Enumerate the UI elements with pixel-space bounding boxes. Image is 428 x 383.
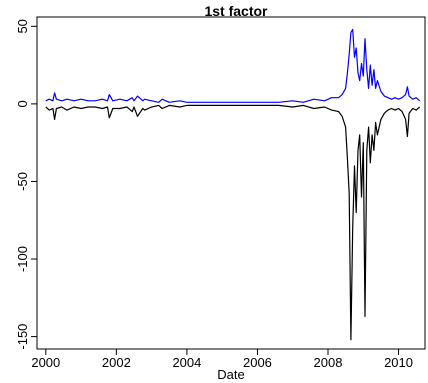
x-tick-label: 2004 bbox=[172, 355, 201, 370]
y-tick-label: 0 bbox=[15, 100, 30, 107]
plot-area bbox=[45, 28, 421, 341]
x-tick-label: 2008 bbox=[314, 355, 343, 370]
y-tick-label: -100 bbox=[15, 246, 30, 272]
x-tick-label: 2002 bbox=[102, 355, 131, 370]
y-tick-label: -150 bbox=[15, 324, 30, 350]
y-tick-label: 50 bbox=[15, 19, 30, 33]
x-axis-label: Date bbox=[217, 367, 244, 382]
series-line-1 bbox=[45, 28, 421, 103]
x-tick-label: 2010 bbox=[384, 355, 413, 370]
plot-frame bbox=[36, 16, 426, 350]
x-tick-label: 2000 bbox=[31, 355, 60, 370]
series-line-2 bbox=[45, 104, 421, 341]
y-tick-label: -50 bbox=[15, 172, 30, 191]
x-axis: 2000 2002 2004 2006 2008 2010 bbox=[31, 349, 413, 370]
chart-title: 1st factor bbox=[204, 3, 268, 19]
y-axis: 50 0 -50 -100 -150 bbox=[15, 19, 37, 350]
x-tick-label: 2006 bbox=[243, 355, 272, 370]
